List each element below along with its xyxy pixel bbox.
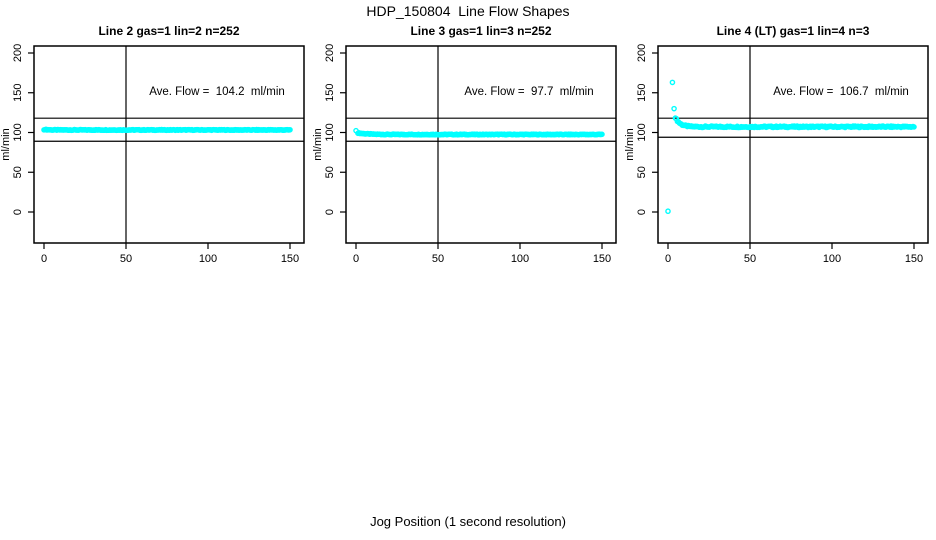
x-tick-label: 150 [281,253,299,265]
y-tick-label: 100 [636,123,648,141]
plot-frame [345,45,617,244]
x-tick-label: 0 [665,253,671,265]
y-tick-label: 150 [324,84,336,102]
data-point [287,126,293,133]
x-tick-label: 50 [120,253,132,265]
panel-title-line-3: Line 3 gas=1 lin=3 n=252 [410,24,552,38]
x-tick-label: 50 [744,253,756,265]
y-tick-label: 100 [324,123,336,141]
scatter-plot-line-4: 0 50 100 150 0 50 100 150 200 ml/min [624,44,929,265]
data-point [665,208,671,215]
y-axis-label: ml/min [312,128,324,160]
data-point [671,105,677,112]
y-tick-label: 200 [636,44,648,62]
x-tick-label: 0 [41,253,47,265]
y-tick-label: 50 [324,166,336,178]
plot-frame [657,45,929,244]
panel-title-line-4: Line 4 (LT) gas=1 lin=4 n=3 [716,24,870,38]
x-tick-label: 100 [823,253,841,265]
y-tick-label: 200 [12,44,24,62]
y-axis-label: ml/min [624,128,636,160]
data-point [599,131,605,138]
panel-line-3: Line 3 gas=1 lin=3 n=252 Ave. Flow = 97.… [312,20,624,280]
x-tick-label: 150 [905,253,923,265]
x-tick-label: 50 [432,253,444,265]
y-tick-label: 0 [324,209,336,215]
figure-title: HDP_150804 Line Flow Shapes [366,3,570,19]
plot-frame [33,45,305,244]
y-tick-label: 50 [636,166,648,178]
data-point [669,79,676,86]
ave-flow-annotation-line-2: Ave. Flow = 104.2 ml/min [149,86,285,98]
x-tick-label: 0 [353,253,359,265]
y-tick-label: 150 [636,84,648,102]
panel-title-line-2: Line 2 gas=1 lin=2 n=252 [98,24,240,38]
x-tick-label: 100 [511,253,529,265]
y-tick-label: 200 [324,44,336,62]
y-tick-label: 0 [636,209,648,215]
ave-flow-annotation-line-4: Ave. Flow = 106.7 ml/min [773,86,909,98]
scatter-plot-line-3: 0 50 100 150 0 50 100 150 200 ml/min [312,44,617,265]
y-tick-label: 150 [12,84,24,102]
panel-line-2: Line 2 gas=1 lin=2 n=252 Ave. Flow = 104… [0,20,312,280]
data-point [911,124,917,130]
y-axis-label: ml/min [0,128,12,160]
y-tick-label: 100 [12,123,24,141]
scatter-plot-line-2: 0 50 100 150 0 50 100 150 200 ml/min [0,44,305,265]
y-tick-label: 50 [12,166,24,178]
x-tick-label: 150 [593,253,611,265]
x-tick-label: 100 [199,253,217,265]
x-axis-label: Jog Position (1 second resolution) [370,514,566,529]
y-tick-label: 0 [12,209,24,215]
ave-flow-annotation-line-3: Ave. Flow = 97.7 ml/min [464,86,594,98]
panel-line-4: Line 4 (LT) gas=1 lin=4 n=3 Ave. Flow = … [624,20,936,280]
